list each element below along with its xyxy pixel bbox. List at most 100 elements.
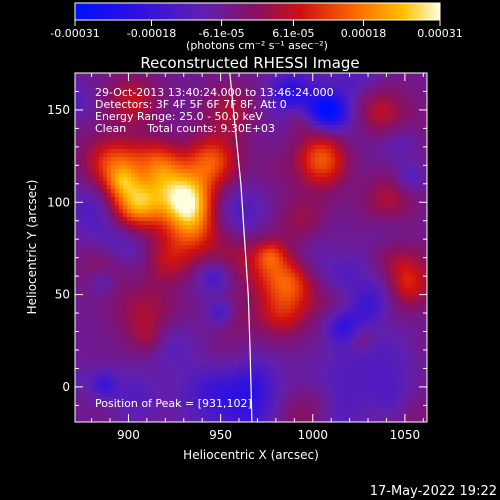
heatmap-cell (355, 253, 360, 258)
heatmap-cell (163, 209, 168, 214)
heatmap-cell (207, 197, 212, 202)
heatmap-cell (415, 273, 420, 278)
heatmap-cell (315, 249, 320, 254)
heatmap-cell (367, 209, 372, 214)
heatmap-cell (271, 213, 276, 218)
heatmap-cell (279, 117, 284, 122)
heatmap-cell (119, 113, 124, 118)
heatmap-cell (311, 217, 316, 222)
heatmap-cell (211, 241, 216, 246)
heatmap-cell (419, 177, 424, 182)
heatmap-cell (123, 265, 128, 270)
heatmap-cell (155, 161, 160, 166)
heatmap-cell (395, 221, 400, 226)
heatmap-cell (99, 89, 104, 94)
heatmap-cell (399, 201, 404, 206)
heatmap-cell (227, 141, 232, 146)
heatmap-cell (95, 97, 100, 102)
heatmap-cell (295, 265, 300, 270)
heatmap-cell (275, 73, 280, 78)
heatmap-cell (367, 77, 372, 82)
heatmap-cell (347, 117, 352, 122)
chart-title: Reconstructed RHESSI Image (140, 54, 359, 72)
heatmap-cell (279, 101, 284, 106)
heatmap-cell (247, 261, 252, 266)
heatmap-cell (143, 257, 148, 262)
heatmap-cell (151, 233, 156, 238)
heatmap-cell (251, 113, 256, 118)
heatmap-cell (243, 157, 248, 162)
heatmap-cell (379, 81, 384, 86)
heatmap-cell (211, 189, 216, 194)
heatmap-cell (159, 93, 164, 98)
heatmap-cell (283, 289, 288, 294)
heatmap-cell (139, 249, 144, 254)
heatmap-cell (99, 293, 104, 298)
heatmap-cell (159, 221, 164, 226)
heatmap-cell (343, 241, 348, 246)
heatmap-cell (159, 101, 164, 106)
heatmap-cell (203, 125, 208, 130)
heatmap-cell (399, 125, 404, 130)
heatmap-cell (219, 149, 224, 154)
heatmap-cell (163, 141, 168, 146)
heatmap-cell (143, 109, 148, 114)
heatmap-cell (87, 297, 92, 302)
heatmap-cell (303, 185, 308, 190)
heatmap-cell (415, 225, 420, 230)
heatmap-cell (135, 181, 140, 186)
heatmap-cell (367, 133, 372, 138)
heatmap-cell (331, 193, 336, 198)
heatmap-cell (151, 113, 156, 118)
heatmap-cell (75, 285, 80, 290)
heatmap-cell (203, 77, 208, 82)
heatmap-cell (99, 117, 104, 122)
heatmap-cell (255, 177, 260, 182)
heatmap-cell (335, 185, 340, 190)
heatmap-cell (307, 213, 312, 218)
heatmap-cell (235, 129, 240, 134)
heatmap-cell (283, 197, 288, 202)
heatmap-cell (199, 193, 204, 198)
heatmap-cell (191, 149, 196, 154)
heatmap-cell (371, 153, 376, 158)
heatmap-cell (319, 257, 324, 262)
heatmap-cell (167, 241, 172, 246)
heatmap-cell (223, 173, 228, 178)
heatmap-cell (355, 285, 360, 290)
heatmap-cell (395, 97, 400, 102)
heatmap-cell (79, 85, 84, 90)
heatmap-cell (215, 185, 220, 190)
heatmap-cell (87, 289, 92, 294)
heatmap-cell (107, 241, 112, 246)
heatmap-cell (79, 201, 84, 206)
heatmap-cell (215, 261, 220, 266)
heatmap-cell (287, 257, 292, 262)
heatmap-cell (407, 289, 412, 294)
heatmap-cell (319, 293, 324, 298)
heatmap-cell (291, 197, 296, 202)
heatmap-cell (383, 157, 388, 162)
heatmap-cell (91, 189, 96, 194)
heatmap-cell (415, 253, 420, 258)
heatmap-cell (403, 205, 408, 210)
heatmap-cell (115, 245, 120, 250)
heatmap-cell (83, 125, 88, 130)
heatmap-cell (103, 137, 108, 142)
heatmap-cell (235, 85, 240, 90)
heatmap-cell (331, 241, 336, 246)
heatmap-cell (283, 261, 288, 266)
heatmap-cell (255, 77, 260, 82)
heatmap-cell (215, 197, 220, 202)
heatmap-cell (91, 241, 96, 246)
heatmap-cell (303, 253, 308, 258)
heatmap-cell (323, 197, 328, 202)
heatmap-cell (323, 157, 328, 162)
heatmap-cell (79, 77, 84, 82)
heatmap-cell (295, 109, 300, 114)
heatmap-cell (383, 193, 388, 198)
heatmap-cell (215, 109, 220, 114)
heatmap-cell (267, 273, 272, 278)
heatmap-cell (263, 245, 268, 250)
heatmap-cell (267, 257, 272, 262)
